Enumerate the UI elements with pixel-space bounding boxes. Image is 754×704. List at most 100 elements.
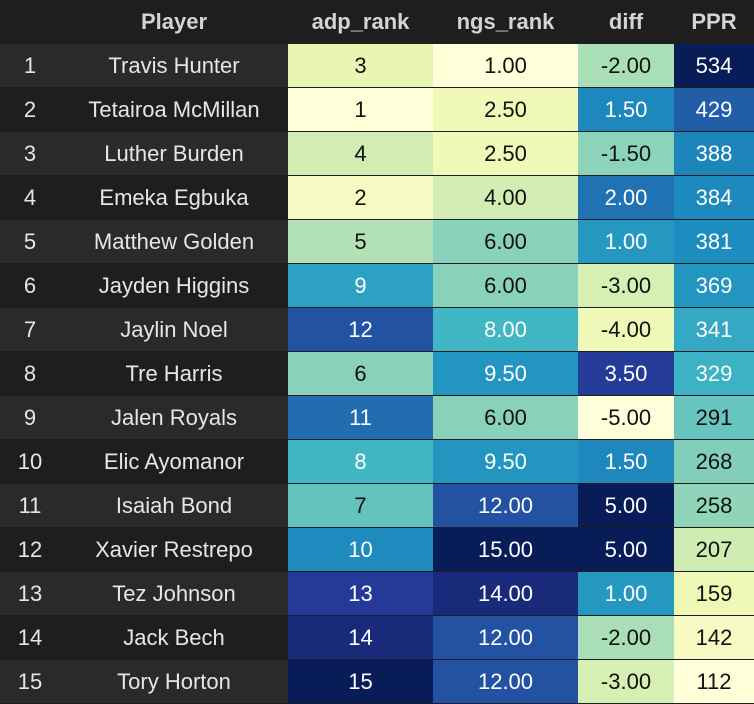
ppr-cell: 369 [674, 264, 754, 307]
ppr-cell: 258 [674, 484, 754, 527]
adp-rank-cell: 8 [288, 440, 433, 483]
row-index: 1 [0, 44, 60, 87]
header-ngs-rank: ngs_rank [456, 9, 555, 34]
diff-cell: -1.50 [578, 132, 674, 175]
ngs-rank-cell: 12.00 [433, 484, 578, 527]
adp-rank-cell: 15 [288, 660, 433, 703]
row-index: 12 [0, 528, 60, 571]
table-row: 9 Jalen Royals 11 6.00 -5.00 291 [0, 396, 754, 440]
table-row: 1 Travis Hunter 3 1.00 -2.00 534 [0, 44, 754, 88]
adp-rank-cell: 14 [288, 616, 433, 659]
ppr-cell: 341 [674, 308, 754, 351]
ngs-rank-cell: 6.00 [433, 220, 578, 263]
diff-cell: 3.50 [578, 352, 674, 395]
ngs-rank-cell: 9.50 [433, 440, 578, 483]
row-index: 15 [0, 660, 60, 703]
diff-cell: -2.00 [578, 44, 674, 87]
adp-rank-cell: 11 [288, 396, 433, 439]
player-name: Emeka Egbuka [60, 176, 288, 219]
player-name: Tetairoa McMillan [60, 88, 288, 131]
adp-rank-cell: 3 [288, 44, 433, 87]
adp-rank-cell: 10 [288, 528, 433, 571]
row-index: 4 [0, 176, 60, 219]
header-adp-rank: adp_rank [311, 9, 410, 34]
ngs-rank-cell: 1.00 [433, 44, 578, 87]
diff-cell: 1.00 [578, 572, 674, 615]
ngs-rank-cell: 6.00 [433, 264, 578, 307]
player-name: Tez Johnson [60, 572, 288, 615]
table-row: 10 Elic Ayomanor 8 9.50 1.50 268 [0, 440, 754, 484]
player-name: Matthew Golden [60, 220, 288, 263]
table-row: 11 Isaiah Bond 7 12.00 5.00 258 [0, 484, 754, 528]
ppr-cell: 268 [674, 440, 754, 483]
header-player: Player [140, 9, 208, 34]
player-name: Xavier Restrepo [60, 528, 288, 571]
ngs-rank-cell: 6.00 [433, 396, 578, 439]
ppr-cell: 291 [674, 396, 754, 439]
diff-cell: -3.00 [578, 660, 674, 703]
player-name: Luther Burden [60, 132, 288, 175]
header-ppr: PPR [691, 9, 737, 34]
ngs-rank-cell: 14.00 [433, 572, 578, 615]
ppr-cell: 329 [674, 352, 754, 395]
diff-cell: 1.00 [578, 220, 674, 263]
player-name: Travis Hunter [60, 44, 288, 87]
ngs-rank-cell: 4.00 [433, 176, 578, 219]
table-row: 8 Tre Harris 6 9.50 3.50 329 [0, 352, 754, 396]
ppr-cell: 381 [674, 220, 754, 263]
diff-cell: 5.00 [578, 528, 674, 571]
player-name: Jack Bech [60, 616, 288, 659]
adp-rank-cell: 6 [288, 352, 433, 395]
table-row: 14 Jack Bech 14 12.00 -2.00 142 [0, 616, 754, 660]
adp-rank-cell: 2 [288, 176, 433, 219]
header-diff: diff [608, 9, 644, 34]
table-row: 2 Tetairoa McMillan 1 2.50 1.50 429 [0, 88, 754, 132]
player-name: Tre Harris [60, 352, 288, 395]
ngs-rank-cell: 15.00 [433, 528, 578, 571]
ngs-rank-cell: 12.00 [433, 616, 578, 659]
table-row: 7 Jaylin Noel 12 8.00 -4.00 341 [0, 308, 754, 352]
table-row: 15 Tory Horton 15 12.00 -3.00 112 [0, 660, 754, 704]
player-name: Tory Horton [60, 660, 288, 703]
player-name: Jayden Higgins [60, 264, 288, 307]
diff-cell: -2.00 [578, 616, 674, 659]
ngs-rank-cell: 12.00 [433, 660, 578, 703]
diff-cell: -5.00 [578, 396, 674, 439]
player-name: Isaiah Bond [60, 484, 288, 527]
ngs-rank-cell: 9.50 [433, 352, 578, 395]
diff-cell: 5.00 [578, 484, 674, 527]
diff-cell: 1.50 [578, 88, 674, 131]
diff-cell: -4.00 [578, 308, 674, 351]
row-index: 8 [0, 352, 60, 395]
ngs-rank-cell: 2.50 [433, 88, 578, 131]
table-row: 12 Xavier Restrepo 10 15.00 5.00 207 [0, 528, 754, 572]
table-row: 3 Luther Burden 4 2.50 -1.50 388 [0, 132, 754, 176]
ppr-cell: 112 [674, 660, 754, 703]
adp-rank-cell: 4 [288, 132, 433, 175]
ppr-cell: 142 [674, 616, 754, 659]
adp-rank-cell: 13 [288, 572, 433, 615]
table-row: 4 Emeka Egbuka 2 4.00 2.00 384 [0, 176, 754, 220]
row-index: 5 [0, 220, 60, 263]
table-row: 5 Matthew Golden 5 6.00 1.00 381 [0, 220, 754, 264]
ppr-cell: 388 [674, 132, 754, 175]
row-index: 9 [0, 396, 60, 439]
ngs-rank-cell: 2.50 [433, 132, 578, 175]
player-name: Jaylin Noel [60, 308, 288, 351]
player-name: Elic Ayomanor [60, 440, 288, 483]
row-index: 11 [0, 484, 60, 527]
ngs-rank-cell: 8.00 [433, 308, 578, 351]
adp-rank-cell: 12 [288, 308, 433, 351]
adp-rank-cell: 1 [288, 88, 433, 131]
row-index: 2 [0, 88, 60, 131]
row-index: 14 [0, 616, 60, 659]
row-index: 3 [0, 132, 60, 175]
row-index: 6 [0, 264, 60, 307]
row-index: 13 [0, 572, 60, 615]
table-row: 6 Jayden Higgins 9 6.00 -3.00 369 [0, 264, 754, 308]
ppr-cell: 159 [674, 572, 754, 615]
diff-cell: 2.00 [578, 176, 674, 219]
diff-cell: 1.50 [578, 440, 674, 483]
player-name: Jalen Royals [60, 396, 288, 439]
